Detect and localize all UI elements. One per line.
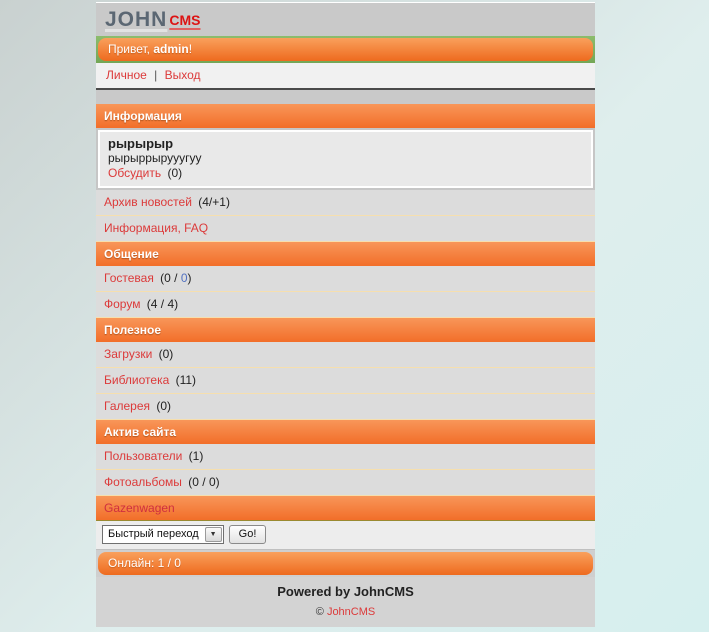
- greeting-strip: Привет, admin!: [96, 36, 595, 63]
- section-header-communication: Общение: [96, 242, 595, 266]
- page-column: JOHN CMS Привет, admin! Личное | Выход И…: [96, 2, 595, 627]
- online-bar: Онлайн: 1 / 0: [98, 552, 593, 575]
- chevron-down-icon[interactable]: ▼: [204, 527, 222, 542]
- logo-cms: CMS: [169, 11, 201, 28]
- user-menu: Личное | Выход: [96, 63, 595, 90]
- logo-john: JOHN: [105, 7, 168, 31]
- users-count: (1): [188, 449, 204, 463]
- discuss-count: (0): [167, 166, 183, 180]
- section-header-site-active: Актив сайта: [96, 420, 595, 444]
- go-button[interactable]: Go!: [228, 525, 267, 544]
- copyright-link[interactable]: JohnCMS: [326, 606, 376, 618]
- guestbook-count-pre: (0 /: [160, 271, 181, 285]
- news-discuss-line: Обсудить (0): [108, 166, 583, 181]
- section-header-useful: Полезное: [96, 318, 595, 342]
- news-archive-count: (4/+1): [198, 195, 230, 209]
- section-header-information: Информация: [96, 104, 595, 128]
- personal-link[interactable]: Личное: [106, 68, 147, 82]
- news-archive-link[interactable]: Архив новостей: [104, 195, 192, 209]
- greeting-suffix: !: [188, 42, 193, 56]
- menu-row-library[interactable]: Библиотека (11): [96, 368, 595, 394]
- news-body: рырыррырууугуу: [108, 151, 202, 165]
- logout-link[interactable]: Выход: [164, 68, 201, 82]
- news-title: рырырыр: [108, 136, 174, 151]
- quick-jump-selected-value: Быстрый переход: [108, 528, 199, 540]
- menu-row-gallery[interactable]: Галерея (0): [96, 394, 595, 420]
- gallery-count: (0): [156, 399, 172, 413]
- gazenwagen-link[interactable]: Gazenwagen: [104, 501, 175, 515]
- greeting-username: admin: [153, 42, 189, 56]
- guestbook-count-post: ): [187, 271, 192, 285]
- spacer: [96, 90, 595, 104]
- discuss-link[interactable]: Обсудить: [108, 166, 162, 180]
- forum-count: (4 / 4): [146, 297, 179, 311]
- library-link[interactable]: Библиотека: [104, 373, 170, 387]
- menu-row-guestbook[interactable]: Гостевая (0 / 0): [96, 266, 595, 292]
- library-count: (11): [175, 373, 197, 387]
- downloads-link[interactable]: Загрузки: [104, 347, 153, 361]
- greeting-prefix: Привет,: [108, 42, 154, 56]
- powered-by-text: Powered by JohnCMS: [277, 584, 414, 599]
- user-menu-divider: |: [154, 68, 158, 82]
- photoalbums-count: (0 / 0): [188, 475, 220, 489]
- gallery-link[interactable]: Галерея: [104, 399, 151, 413]
- menu-row-faq[interactable]: Информация, FAQ: [96, 216, 595, 242]
- forum-link[interactable]: Форум: [104, 297, 141, 311]
- users-link[interactable]: Пользователи: [104, 449, 183, 463]
- guestbook-link[interactable]: Гостевая: [104, 271, 154, 285]
- photoalbums-link[interactable]: Фотоальбомы: [104, 475, 182, 489]
- greeting-bar: Привет, admin!: [98, 38, 593, 61]
- quick-jump-select[interactable]: Быстрый переход ▼: [102, 525, 224, 544]
- downloads-count: (0): [158, 347, 174, 361]
- guestbook-new-count-link[interactable]: 0: [180, 271, 188, 285]
- quick-jump-row: Быстрый переход ▼ Go!: [96, 521, 595, 550]
- page-footer: Powered by JohnCMS © JohnCMS: [96, 577, 595, 627]
- menu-row-downloads[interactable]: Загрузки (0): [96, 342, 595, 368]
- news-box-wrap: рырырыр рырыррырууугуу Обсудить (0): [96, 128, 595, 190]
- menu-row-forum[interactable]: Форум (4 / 4): [96, 292, 595, 318]
- online-strip: Онлайн: 1 / 0: [96, 550, 595, 577]
- menu-row-photoalbums[interactable]: Фотоальбомы (0 / 0): [96, 470, 595, 496]
- copyright-symbol: ©: [315, 606, 324, 618]
- news-box: рырырыр рырыррырууугуу Обсудить (0): [98, 130, 593, 188]
- gazenwagen-bar: Gazenwagen: [96, 496, 595, 521]
- copyright-line: © JohnCMS: [96, 606, 595, 618]
- faq-link[interactable]: Информация, FAQ: [104, 221, 209, 235]
- menu-row-news-archive[interactable]: Архив новостей (4/+1): [96, 190, 595, 216]
- site-header: JOHN CMS: [96, 2, 595, 36]
- menu-row-users[interactable]: Пользователи (1): [96, 444, 595, 470]
